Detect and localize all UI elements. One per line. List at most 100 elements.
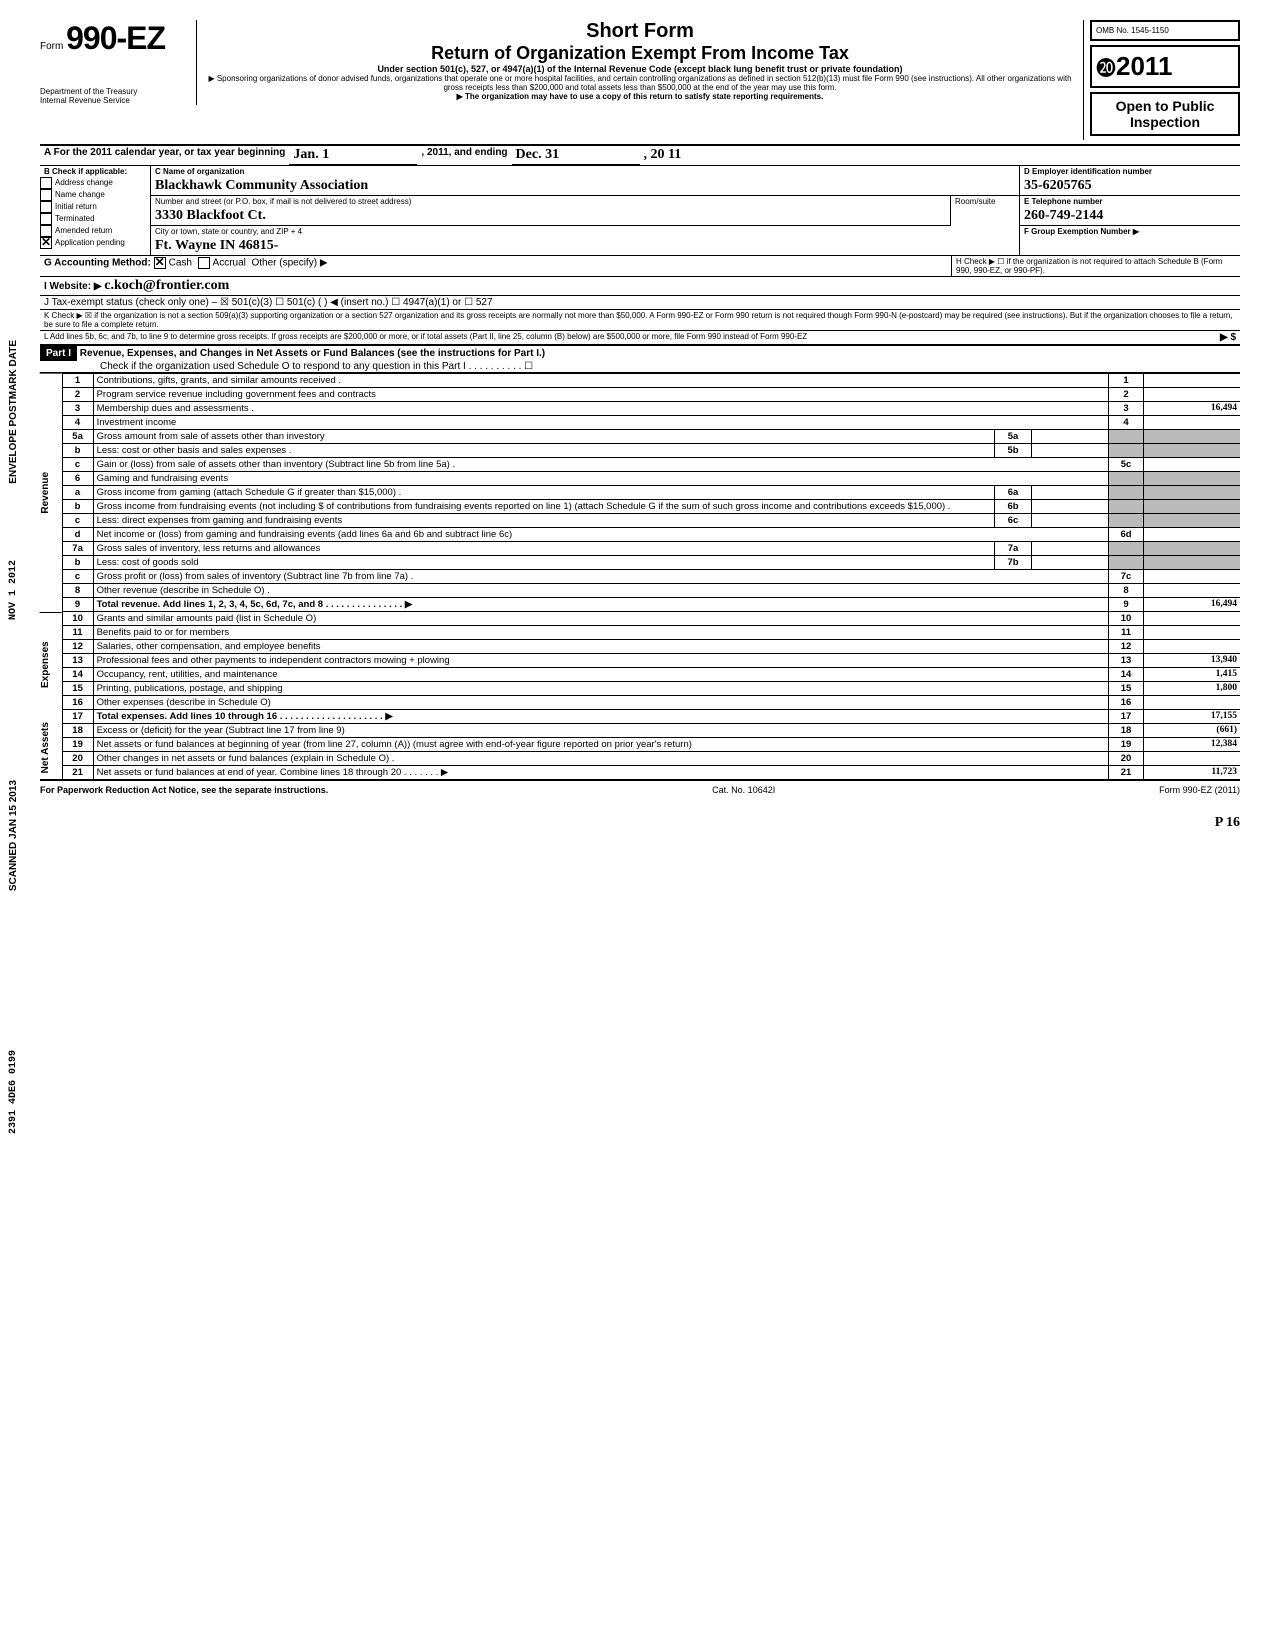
box-5c: 5c xyxy=(1109,458,1144,472)
check-pending[interactable] xyxy=(40,237,52,249)
line-num-b: b xyxy=(63,556,94,570)
check-cash[interactable] xyxy=(154,257,166,269)
inner-val-5b[interactable] xyxy=(1032,444,1109,458)
d-label: D Employer identification number xyxy=(1020,166,1240,177)
inner-val-7a[interactable] xyxy=(1032,542,1109,556)
amount-4[interactable] xyxy=(1144,416,1241,430)
amount-15[interactable]: 1,800 xyxy=(1144,682,1241,696)
amount-3[interactable]: 16,494 xyxy=(1144,402,1241,416)
box-4: 4 xyxy=(1109,416,1144,430)
inner-val-7b[interactable] xyxy=(1032,556,1109,570)
begin-date[interactable]: Jan. 1 xyxy=(289,146,417,165)
tax-year: 2011 xyxy=(1116,51,1172,81)
line-text-5a: Gross amount from sale of assets other t… xyxy=(93,430,994,444)
box-9: 9 xyxy=(1109,598,1144,612)
part1-title: Revenue, Expenses, and Changes in Net As… xyxy=(80,348,545,359)
line-num-8: 8 xyxy=(63,584,94,598)
sub2: ▶ Sponsoring organizations of donor advi… xyxy=(205,74,1075,92)
line-text-15: Printing, publications, postage, and shi… xyxy=(93,682,1108,696)
inner-val-5a[interactable] xyxy=(1032,430,1109,444)
amount-12[interactable] xyxy=(1144,640,1241,654)
line-text-9: Total revenue. Add lines 1, 2, 3, 4, 5c,… xyxy=(93,598,1108,612)
inner-val-6b[interactable] xyxy=(1032,500,1109,514)
line-text-13: Professional fees and other payments to … xyxy=(93,654,1108,668)
line-text-8: Other revenue (describe in Schedule O) . xyxy=(93,584,1108,598)
org-name[interactable]: Blackhawk Community Association xyxy=(151,177,1019,196)
check-init-label: Initial return xyxy=(55,202,97,211)
form-header: Form 990-EZ Department of the Treasury I… xyxy=(40,20,1240,146)
amount-20[interactable] xyxy=(1144,752,1241,766)
check-addr[interactable] xyxy=(40,177,52,189)
form-prefix: Form xyxy=(40,41,63,52)
line-num-4: 4 xyxy=(63,416,94,430)
page-hand: P 16 xyxy=(40,815,1240,831)
line-text-11: Benefits paid to or for members xyxy=(93,626,1108,640)
street-addr[interactable]: 3330 Blackfoot Ct. xyxy=(151,207,950,226)
footer-mid: Cat. No. 10642I xyxy=(712,785,775,795)
line-text-16: Other expenses (describe in Schedule O) xyxy=(93,696,1108,710)
line-text-7a: Gross sales of inventory, less returns a… xyxy=(93,542,994,556)
amount-17[interactable]: 17,155 xyxy=(1144,710,1241,724)
box-2: 2 xyxy=(1109,388,1144,402)
g-label: G Accounting Method: xyxy=(44,258,151,269)
city-label: City or town, state or country, and ZIP … xyxy=(151,226,1019,237)
room-label: Room/suite xyxy=(950,196,1019,226)
line-num-c: c xyxy=(63,570,94,584)
check-name[interactable] xyxy=(40,189,52,201)
line-text-b: Less: cost or other basis and sales expe… xyxy=(93,444,994,458)
amount-19[interactable]: 12,384 xyxy=(1144,738,1241,752)
inner-val-6c[interactable] xyxy=(1032,514,1109,528)
amount-21[interactable]: 11,723 xyxy=(1144,766,1241,780)
nov-stamp: NOV 1 2012 xyxy=(8,560,19,620)
phone[interactable]: 260-749-2144 xyxy=(1020,207,1240,226)
line-text-19: Net assets or fund balances at beginning… xyxy=(93,738,1108,752)
amount-5c[interactable] xyxy=(1144,458,1241,472)
dept1: Department of the Treasury xyxy=(40,87,190,96)
line-num-9: 9 xyxy=(63,598,94,612)
line-text-c: Less: direct expenses from gaming and fu… xyxy=(93,514,994,528)
sub3: ▶ The organization may have to use a cop… xyxy=(205,92,1075,101)
line-num-b: b xyxy=(63,500,94,514)
line-text-10: Grants and similar amounts paid (list in… xyxy=(93,612,1108,626)
line-num-7a: 7a xyxy=(63,542,94,556)
check-term[interactable] xyxy=(40,213,52,225)
e-label: E Telephone number xyxy=(1020,196,1240,207)
check-init[interactable] xyxy=(40,201,52,213)
line-text-18: Excess or (deficit) for the year (Subtra… xyxy=(93,724,1108,738)
amount-10[interactable] xyxy=(1144,612,1241,626)
website[interactable]: c.koch@frontier.com xyxy=(104,278,229,293)
amount-18[interactable]: (661) xyxy=(1144,724,1241,738)
box-18: 18 xyxy=(1109,724,1144,738)
b-label: B Check if applicable: xyxy=(40,166,150,177)
box-14: 14 xyxy=(1109,668,1144,682)
amount-9[interactable]: 16,494 xyxy=(1144,598,1241,612)
inner-box-6c: 6c xyxy=(995,514,1032,528)
inner-box-7b: 7b xyxy=(995,556,1032,570)
amount-11[interactable] xyxy=(1144,626,1241,640)
amount-13[interactable]: 13,940 xyxy=(1144,654,1241,668)
line-num-12: 12 xyxy=(63,640,94,654)
end-date[interactable]: Dec. 31 xyxy=(512,146,640,165)
check-accrual[interactable] xyxy=(198,257,210,269)
amount-14[interactable]: 1,415 xyxy=(1144,668,1241,682)
line-text-b: Gross income from fundraising events (no… xyxy=(93,500,994,514)
amount-2[interactable] xyxy=(1144,388,1241,402)
amount-1[interactable] xyxy=(1144,374,1241,388)
city-value[interactable]: Ft. Wayne IN 46815- xyxy=(151,237,1019,255)
open-public: Open to Public Inspection xyxy=(1090,92,1240,136)
check-name-label: Name change xyxy=(55,190,105,199)
amount-8[interactable] xyxy=(1144,584,1241,598)
ein[interactable]: 35-6205765 xyxy=(1020,177,1240,196)
inner-box-6a: 6a xyxy=(995,486,1032,500)
amount-16[interactable] xyxy=(1144,696,1241,710)
h-label: H Check ▶ ☐ if the organization is not r… xyxy=(951,256,1240,276)
footer-right: Form 990-EZ (2011) xyxy=(1159,785,1240,795)
amount-7c[interactable] xyxy=(1144,570,1241,584)
line-a: A For the 2011 calendar year, or tax yea… xyxy=(40,146,289,165)
amount-6d[interactable] xyxy=(1144,528,1241,542)
box-8: 8 xyxy=(1109,584,1144,598)
end-year: , 20 11 xyxy=(640,146,686,165)
inner-val-6a[interactable] xyxy=(1032,486,1109,500)
seq-stamp: 2391 4DE6 0199 xyxy=(8,1050,19,1134)
line-text-c: Gain or (loss) from sale of assets other… xyxy=(93,458,1108,472)
